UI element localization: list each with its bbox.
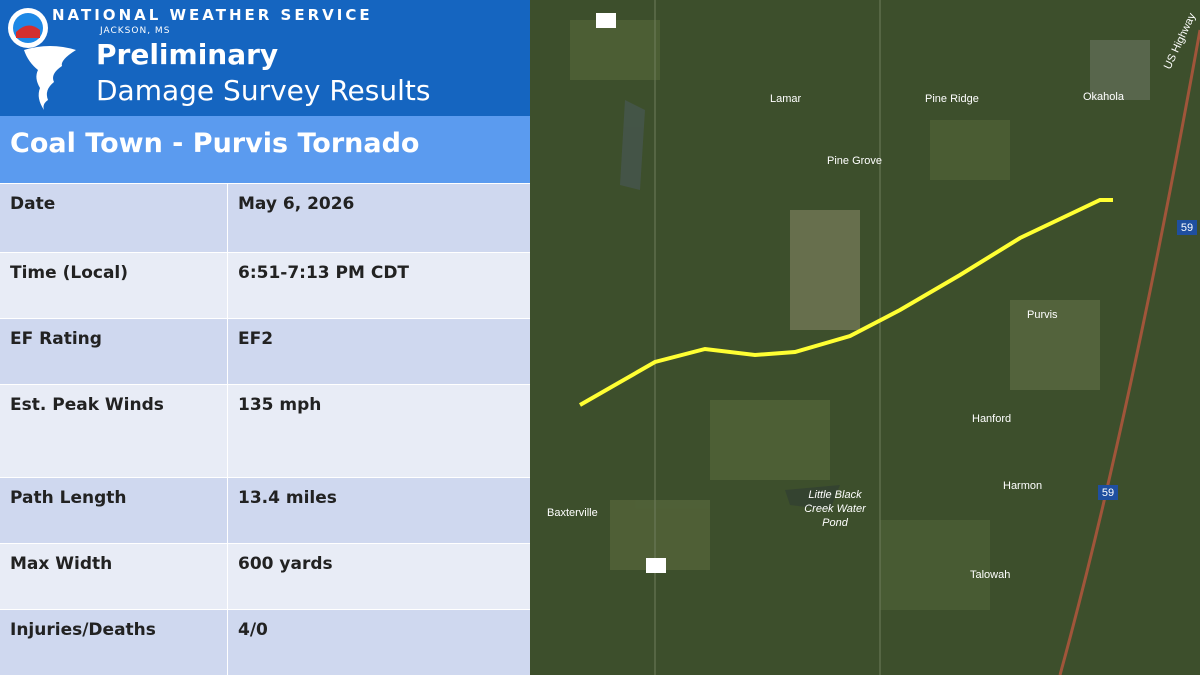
pond-label: Creek Water [804, 503, 867, 515]
office: JACKSON, MS [100, 26, 171, 36]
value-cell: May 6, 2026 [238, 194, 355, 214]
label-cell: Injuries/Deaths [0, 610, 228, 675]
place-label: Pine Grove [827, 155, 882, 167]
value-cell: 13.4 miles [238, 488, 337, 508]
place-label: Purvis [1027, 309, 1058, 321]
tornado-icon [24, 46, 76, 110]
title-line: Preliminary [96, 38, 279, 71]
nws-logo [8, 8, 48, 48]
label-cell: Time (Local) [0, 253, 228, 318]
pond-label: Little Black [808, 489, 862, 501]
place-label: Baxterville [547, 507, 598, 519]
value-cell: 4/0 [238, 620, 268, 640]
table-row: Injuries/Deaths 4/0 [0, 609, 530, 675]
label-cell: Est. Peak Winds [0, 385, 228, 477]
road-label: 589 [597, 15, 615, 27]
value-cell: EF2 [238, 329, 274, 349]
place-label: Lamar [770, 93, 802, 105]
road-label: 13 [650, 560, 662, 572]
road-label: 59 [1181, 222, 1193, 234]
pond-label: Pond [822, 517, 849, 529]
place-label: Okahola [1083, 91, 1125, 103]
road-label: 59 [1102, 487, 1114, 499]
table-row: Est. Peak Winds 135 mph [0, 384, 530, 477]
place-label: Pine Ridge [925, 93, 979, 105]
label-cell: Date [0, 184, 228, 252]
road-shield [1177, 220, 1197, 235]
title-line: Damage Survey Results [96, 74, 431, 107]
table-row: Max Width 600 yards [0, 543, 530, 609]
place-label: Talowah [970, 569, 1010, 581]
place-label: Hanford [972, 413, 1011, 425]
label-cell: EF Rating [0, 319, 228, 384]
road-shield [596, 13, 616, 28]
value-cell: 6:51-7:13 PM CDT [238, 263, 410, 283]
value-cell: 135 mph [238, 395, 322, 415]
map: Lamar Pine Ridge Okahola Pine Grove Purvis Ha… [530, 0, 1200, 675]
road-shield [1098, 485, 1118, 500]
label-cell: Path Length [0, 478, 228, 543]
road-shield [646, 558, 666, 573]
agency: NATIONAL WEATHER SERVICE [52, 6, 373, 24]
table-row: Path Length 13.4 miles [0, 477, 530, 543]
label-cell: Max Width [0, 544, 228, 609]
tornado-path [579, 198, 1113, 407]
info-panel: NATIONAL WEATHER SERVICE JACKSON, MS Pre… [0, 0, 530, 675]
table-row: Time (Local) 6:51-7:13 PM CDT [0, 252, 530, 318]
table-row: Date May 6, 2026 [0, 183, 530, 252]
table-title: Coal Town - Purvis Tornado [0, 116, 530, 183]
header: NATIONAL WEATHER SERVICE JACKSON, MS Pre… [0, 0, 530, 116]
value-cell: 600 yards [238, 554, 333, 574]
table-row: EF Rating EF2 [0, 318, 530, 384]
place-label: Harmon [1003, 480, 1042, 492]
